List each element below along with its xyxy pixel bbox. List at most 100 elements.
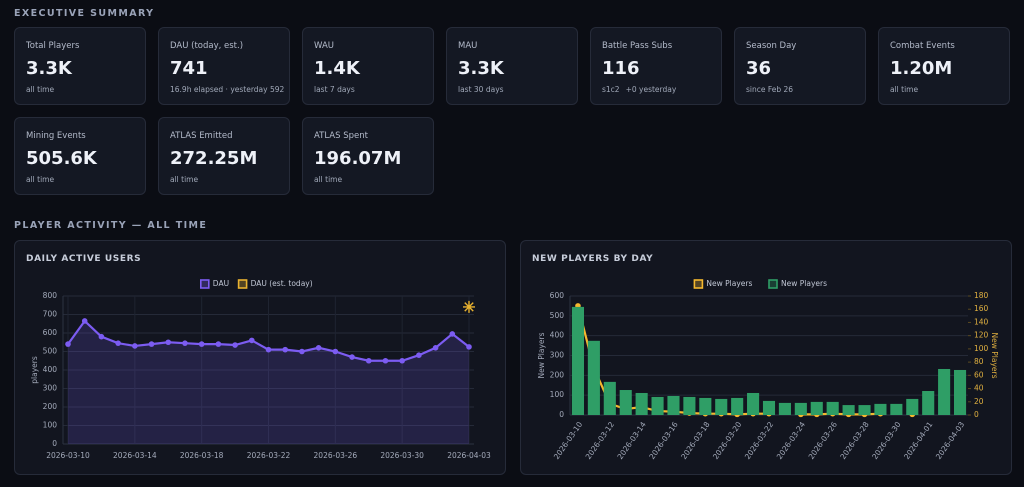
y-tick-label: 400 [550,331,565,340]
bar [699,397,712,415]
point [416,352,422,358]
kpi-label: ATLAS Spent [314,131,368,141]
kpi-note: last 30 days [458,85,566,94]
kpi-card: ATLAS Emitted 272.25M all time [158,117,290,195]
bar [922,391,935,415]
point [65,341,71,347]
y-tick-label: 600 [43,328,58,337]
kpi-note: all time [170,175,278,184]
kpi-label: WAU [314,41,334,51]
point [466,344,472,350]
point [148,341,155,347]
y-tick-label: 100 [550,390,565,399]
kpi-note-text: all time [26,85,55,94]
x-tick-label: 2026-03-18 [180,451,224,460]
bar [794,402,807,415]
x-tick-label: 2026-03-30 [380,451,424,460]
kpi-value: 196.07M [314,148,402,169]
y-tick-label: 600 [550,291,565,300]
y-tick-label: 300 [43,384,58,393]
legend-label: New Players [706,279,752,288]
x-tick-label: 2026-04-01 [902,420,935,461]
point [98,333,105,340]
y2-axis-label: New Players [990,333,999,379]
bar [747,392,760,415]
bar [731,397,744,415]
kpi-value: 3.3K [26,58,72,79]
kpi-note: all time [890,85,998,94]
y-tick-label: 300 [550,351,565,360]
kpi-value: 505.6K [26,148,97,169]
y-tick-label: 700 [43,310,58,319]
point [165,339,172,346]
y-tick-label: 400 [43,365,58,374]
bar [810,401,823,415]
kpi-label: Season Day [746,41,797,51]
point [365,357,372,364]
x-tick-label: 2026-04-03 [934,420,967,461]
y2-tick-label: 40 [974,384,984,393]
kpi-note-text: all time [890,85,919,94]
y2-tick-label: 60 [974,370,984,379]
bar [874,403,887,415]
bar [858,405,871,415]
y-tick-label: 200 [43,402,58,411]
bar [571,306,585,415]
y2-tick-label: 160 [974,304,989,313]
y-axis-label: New Players [537,332,546,378]
point [215,341,222,347]
chart-panel: DAILY ACTIVE USERS 0 100 200 300 400 500 600 70… [14,240,506,475]
chart-title: DAILY ACTIVE USERS [26,254,142,264]
kpi-label: DAU (today, est.) [170,41,244,51]
kpi-value: 1.4K [314,58,360,79]
chart: 0 100 200 300 400 500 600 0 20 40 60 80 100 120 140 160… [537,279,999,461]
x-tick-label: 2026-03-12 [584,420,617,461]
y-tick-label: 500 [550,311,565,320]
x-tick-label: 2026-03-22 [743,420,776,461]
x-tick-label: 2026-03-26 [314,451,358,460]
point [315,345,322,351]
y-tick-label: 100 [43,421,58,430]
point [399,357,405,364]
point [198,341,205,347]
y-tick-label: 800 [43,291,58,300]
kpi-note: since Feb 26 [746,85,854,94]
kpi-note: all time [314,175,422,184]
bar [683,396,696,415]
bar [953,369,967,415]
point [182,340,188,346]
x-tick-label: 2026-03-30 [870,420,903,461]
kpi-value: 272.25M [170,148,258,169]
star-point [463,300,475,313]
bar [635,392,648,415]
kpi-value: 116 [602,58,640,79]
chart: 0 100 200 300 400 500 600 700 800 players 2026-03-… [30,279,491,460]
bar [890,403,903,415]
kpi-card: WAU 1.4K last 7 days [302,27,434,105]
point [332,348,339,355]
kpi-card: Mining Events 505.6K all time [14,117,146,195]
y-tick-label: 200 [550,370,565,379]
bar [603,381,616,415]
x-tick-label: 2026-04-03 [447,451,491,460]
point [248,337,255,344]
kpi-value: 1.20M [890,58,953,79]
legend-item: DAU [200,279,229,289]
kpi-label: Total Players [26,41,80,51]
x-tick-label: 2026-03-10 [552,420,585,461]
legend-swatch [200,279,210,289]
point [282,346,289,353]
point [382,357,389,364]
bar [667,395,680,415]
bar [651,396,664,415]
y-tick-label: 0 [52,439,57,448]
point [432,345,439,351]
kpi-label: MAU [458,41,478,51]
kpi-note-text: +0 yesterday [625,85,677,94]
point [299,348,305,355]
x-tick-label: 2026-03-16 [647,420,680,461]
kpi-label: Combat Events [890,41,955,51]
bar [715,398,728,415]
kpi-label: Mining Events [26,131,86,141]
